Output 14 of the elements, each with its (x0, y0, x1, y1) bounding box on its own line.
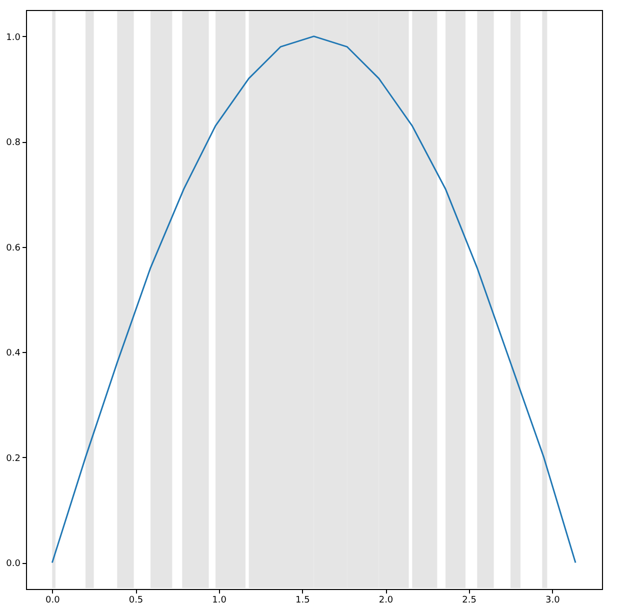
x-tick-label: 2.0 (378, 596, 394, 606)
line-series (51, 36, 576, 564)
y-tick-label: 0.2 (6, 454, 20, 464)
y-tick-label: 0.4 (6, 348, 21, 359)
y-tick-label: 0.8 (6, 138, 21, 148)
y-tick-label: 0.0 (6, 559, 21, 570)
y-tick-label: 1.0 (6, 32, 21, 43)
x-tick-label: 0.5 (128, 596, 144, 606)
x-tick-label: 3.0 (546, 596, 560, 606)
y-tick-label: 0.6 (6, 243, 21, 254)
x-tick-label: 1.0 (212, 596, 227, 606)
x-tick-label: 0.0 (46, 596, 60, 606)
x-tick-label: 1.5 (296, 596, 310, 606)
x-tick-label: 2.5 (462, 596, 476, 606)
